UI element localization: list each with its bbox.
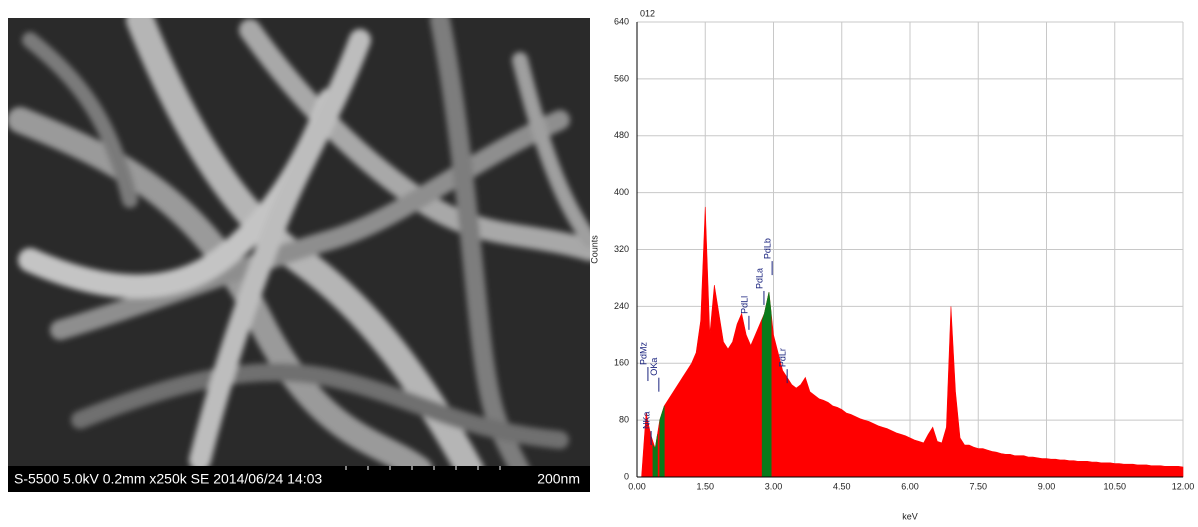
x-tick-label: 10.50 xyxy=(1103,481,1126,491)
y-tick-label: 640 xyxy=(614,16,629,26)
annotation-label: OKa xyxy=(649,358,659,376)
x-tick-label: 12.00 xyxy=(1172,481,1195,491)
annotation-label: PdLb xyxy=(763,238,773,259)
y-axis-label: Counts xyxy=(589,235,599,264)
sem-image: S-5500 5.0kV 0.2mm x250k SE 2014/06/24 1… xyxy=(8,18,590,492)
spectrum-area xyxy=(652,434,658,478)
annotation-label: PdLr xyxy=(778,348,788,367)
sem-scale: 200nm xyxy=(537,471,580,487)
annotation-label: NKa xyxy=(641,411,651,429)
y-tick-label: 480 xyxy=(614,130,629,140)
x-tick-label: 1.50 xyxy=(696,481,714,491)
y-tick-label: 160 xyxy=(614,358,629,368)
annotation-label: PdMz xyxy=(638,342,648,366)
x-tick-label: 0.00 xyxy=(628,481,646,491)
x-tick-label: 6.00 xyxy=(901,481,919,491)
y-tick-label: 560 xyxy=(614,73,629,83)
x-tick-label: 3.00 xyxy=(765,481,783,491)
spectrum-area xyxy=(659,405,665,478)
x-tick-label: 7.50 xyxy=(969,481,987,491)
annotation-label: PdLl xyxy=(739,296,749,314)
y-tick-label: 320 xyxy=(614,244,629,254)
annotation-label: PdLa xyxy=(754,268,764,289)
y-tick-label: 400 xyxy=(614,187,629,197)
x-tick-label: 4.50 xyxy=(833,481,851,491)
spectrum-area xyxy=(761,292,772,478)
y-tick-label: 80 xyxy=(619,415,629,425)
y-tick-label: 240 xyxy=(614,301,629,311)
spectrum-area xyxy=(637,206,1184,478)
sem-caption: S-5500 5.0kV 0.2mm x250k SE 2014/06/24 1… xyxy=(14,471,322,487)
y-tick-label: 0 xyxy=(624,471,629,481)
x-axis-label: keV xyxy=(902,511,918,521)
x-tick-label: 9.00 xyxy=(1038,481,1056,491)
chart-title: 012 xyxy=(640,8,655,18)
